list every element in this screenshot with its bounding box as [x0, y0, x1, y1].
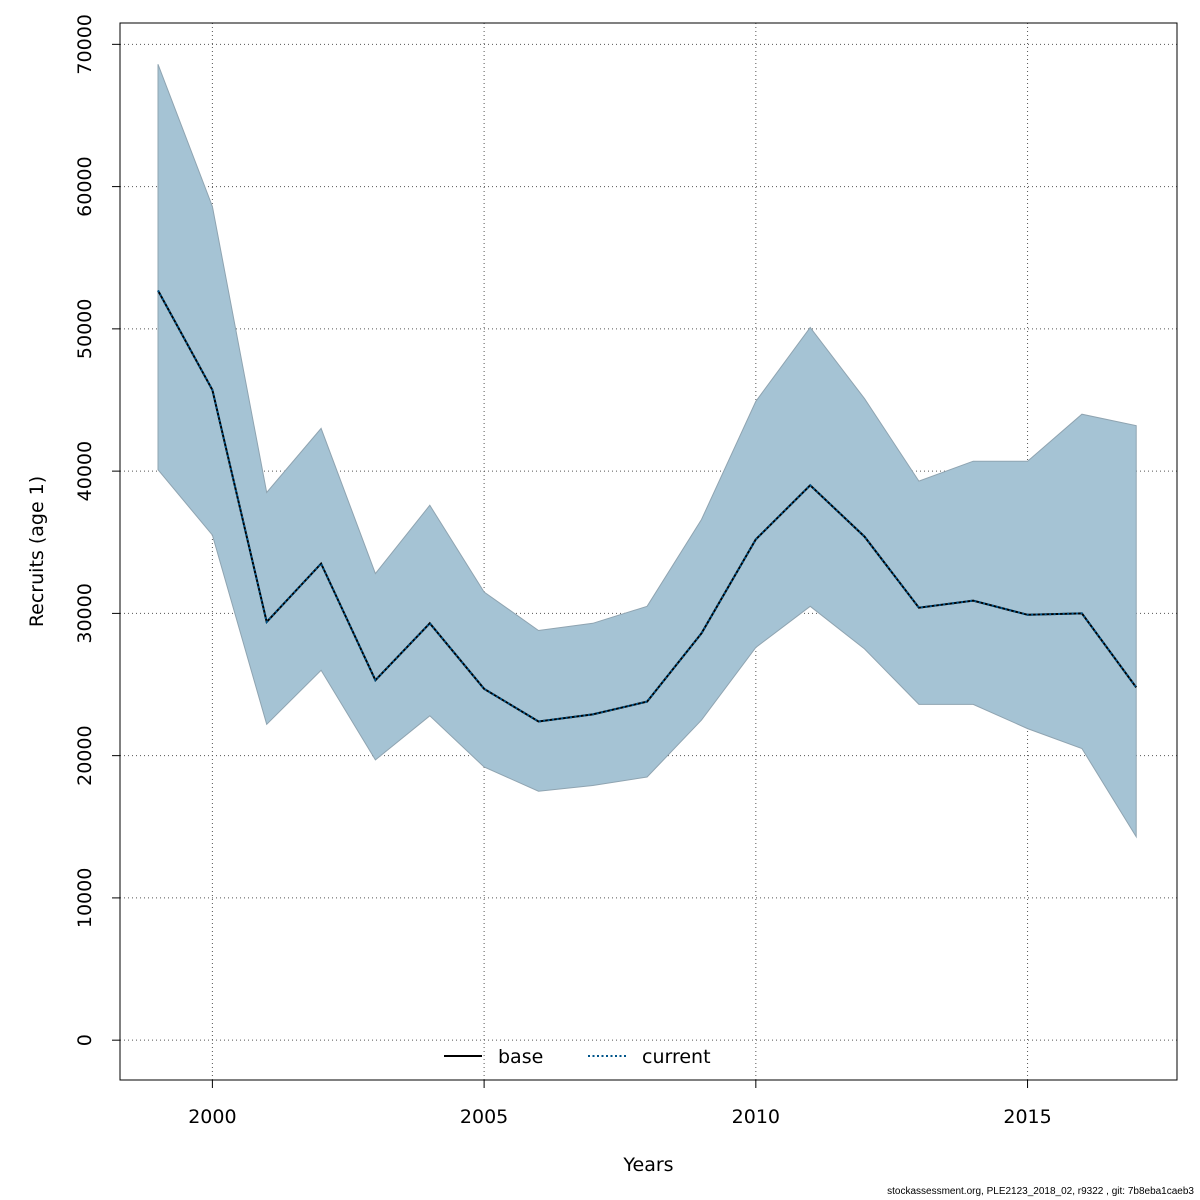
- x-tick-label: 2015: [1003, 1106, 1051, 1128]
- series-lines-group: [157, 290, 1138, 723]
- plot-frame: [119, 22, 1178, 1081]
- y-tick-label: 70000: [74, 14, 96, 74]
- y-tick-label: 20000: [74, 725, 96, 785]
- legend-label-current: current: [642, 1046, 711, 1068]
- legend: base current: [444, 1046, 711, 1068]
- y-tick-label: 10000: [74, 868, 96, 928]
- y-axis: 0 10000 20000 30000 40000 50000 60000 70000: [74, 14, 120, 1046]
- y-tick-label: 0: [74, 1034, 96, 1046]
- x-tick-label: 2010: [732, 1106, 780, 1128]
- x-axis: 2000 2005 2010 2015: [188, 1080, 1052, 1128]
- y-tick-label: 60000: [74, 156, 96, 216]
- grid-lines: [120, 23, 1177, 1080]
- confidence-band: [157, 64, 1137, 839]
- y-tick-label: 30000: [74, 583, 96, 643]
- x-tick-label: 2005: [460, 1106, 508, 1128]
- series-line-base: [157, 290, 1138, 723]
- y-tick-label: 50000: [74, 299, 96, 359]
- footer-note: stockassessment.org, PLE2123_2018_02, r9…: [887, 1186, 1194, 1197]
- x-axis-title: Years: [622, 1154, 673, 1176]
- x-tick-label: 2000: [188, 1106, 236, 1128]
- legend-label-base: base: [498, 1046, 543, 1068]
- y-tick-label: 40000: [74, 441, 96, 501]
- confidence-band-group: [157, 64, 1137, 839]
- y-axis-title: Recruits (age 1): [26, 476, 48, 627]
